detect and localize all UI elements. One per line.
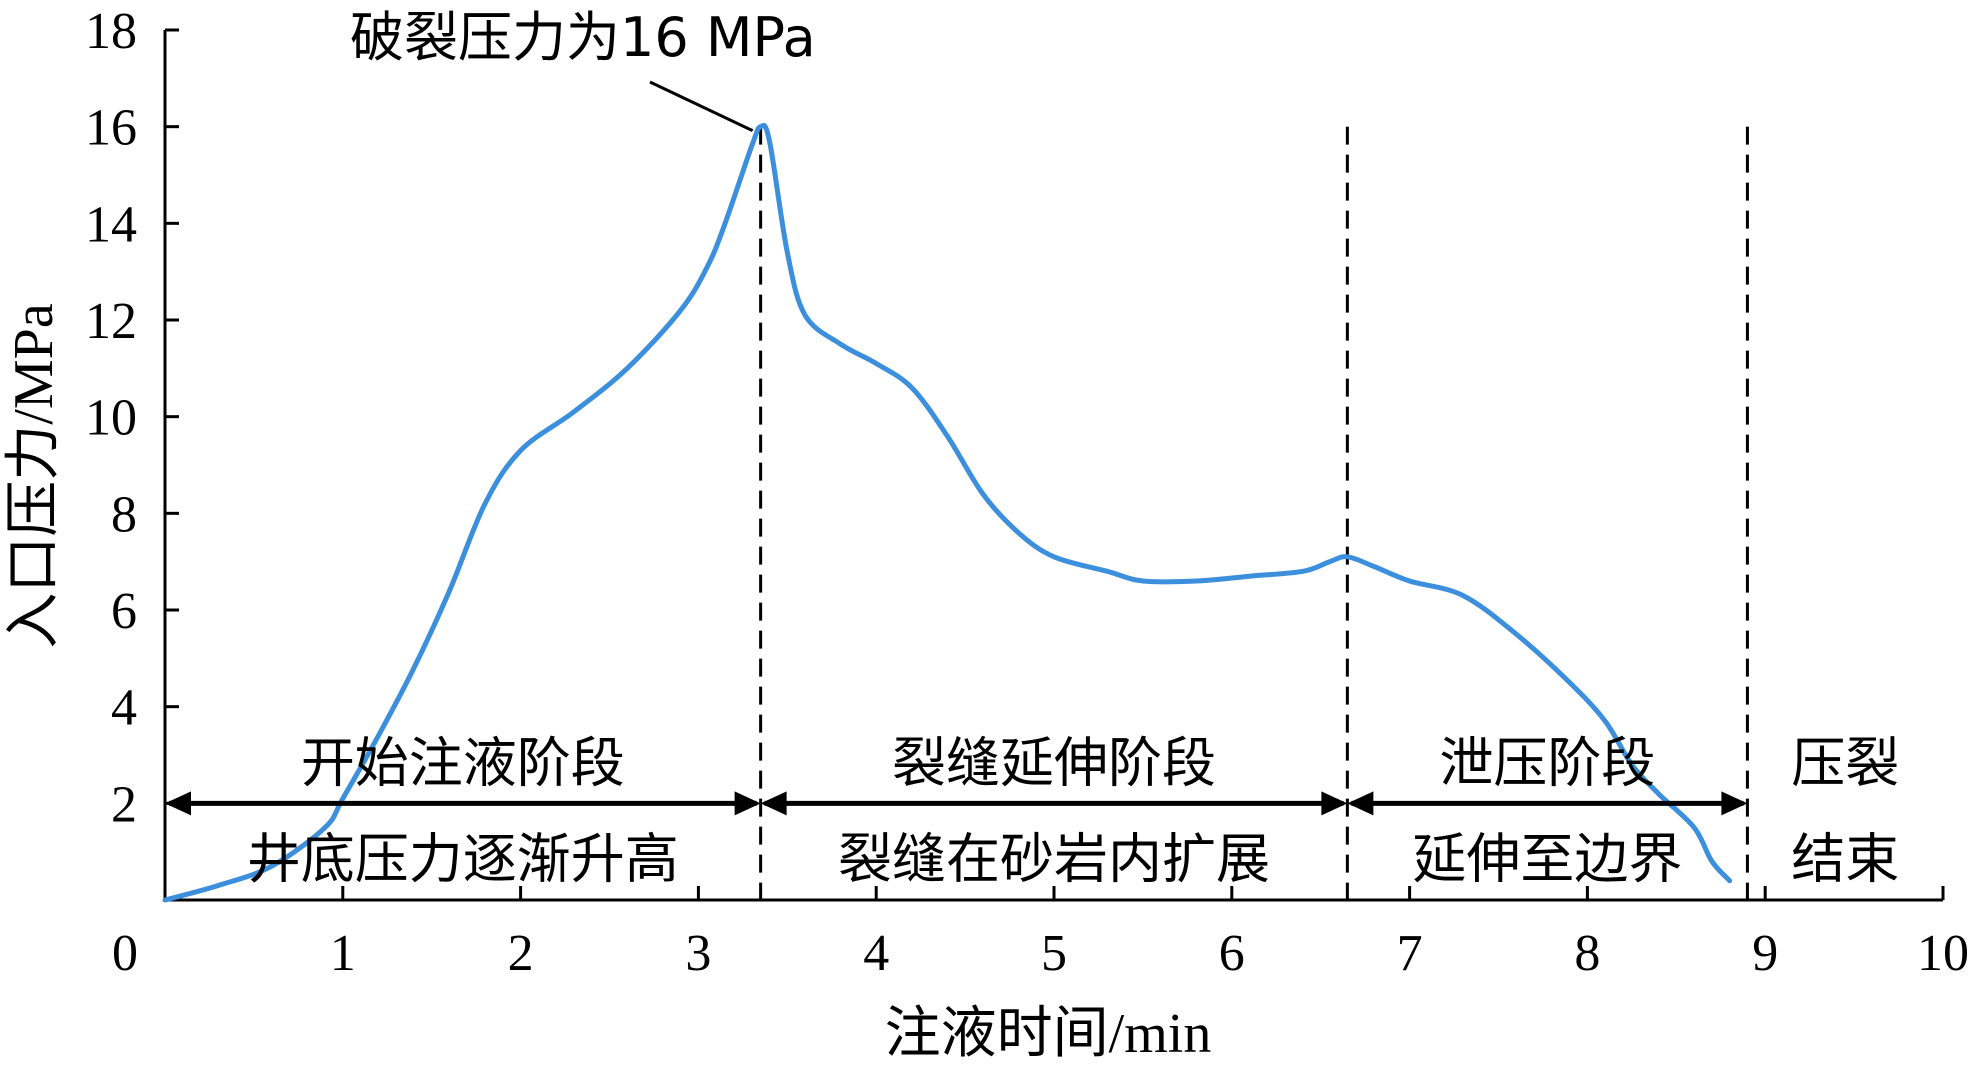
stage-dividers	[759, 126, 1749, 900]
y-tick-label: 2	[111, 776, 137, 833]
x-tick-label: 1	[330, 925, 356, 982]
stage-arrow-head-left	[1347, 791, 1374, 816]
x-tick-label: 9	[1752, 925, 1778, 982]
y-axis-label: 入口压力/MPa	[3, 303, 65, 648]
stage-title: 开始注液阶段	[301, 731, 625, 794]
y-tick-label: 16	[85, 100, 137, 157]
peak-annotation: 破裂压力为16 MPa	[350, 6, 816, 69]
stage-arrow-head-right	[1321, 791, 1348, 816]
y-tick-label: 6	[111, 583, 137, 640]
stage-description: 延伸至边界	[1412, 827, 1682, 890]
x-tick-label: 2	[508, 925, 534, 982]
stage-description: 裂缝在砂岩内扩展	[838, 827, 1270, 890]
pressure-series-line	[162, 122, 1733, 903]
stage-arrow-head-right	[734, 791, 761, 816]
x-tick-label: 5	[1041, 925, 1067, 982]
x-tick-label: 4	[863, 925, 889, 982]
stage-title: 裂缝延伸阶段	[892, 731, 1216, 794]
annotation-leader-line	[649, 80, 754, 133]
x-tick-label: 7	[1397, 925, 1423, 982]
x-tick-label: 6	[1219, 925, 1245, 982]
x-tick-label: 0	[112, 925, 138, 982]
y-tick-label: 10	[85, 390, 137, 447]
y-tick-label: 4	[111, 680, 137, 737]
stage-arrow-head-left	[165, 791, 191, 816]
y-tick-label: 14	[85, 196, 137, 253]
stage-arrow-head-left	[760, 791, 787, 816]
stage-title: 泄压阶段	[1439, 731, 1655, 794]
y-tick-label: 18	[85, 3, 137, 60]
stage-description: 井底压力逐渐升高	[247, 827, 679, 890]
y-tick-label: 12	[85, 293, 137, 350]
stage-arrow-head-right	[1721, 791, 1748, 816]
peak-annotation-layer: 破裂压力为16 MPa	[350, 6, 816, 133]
y-tick-label: 8	[111, 486, 137, 543]
series-layer	[162, 122, 1733, 903]
x-axis-label: 注液时间/min	[885, 1003, 1212, 1065]
stage-title: 压裂	[1791, 731, 1899, 794]
x-tick-label: 3	[685, 925, 711, 982]
x-tick-label: 10	[1917, 925, 1969, 982]
x-tick-label: 8	[1574, 925, 1600, 982]
stage-description: 结束	[1791, 827, 1899, 890]
